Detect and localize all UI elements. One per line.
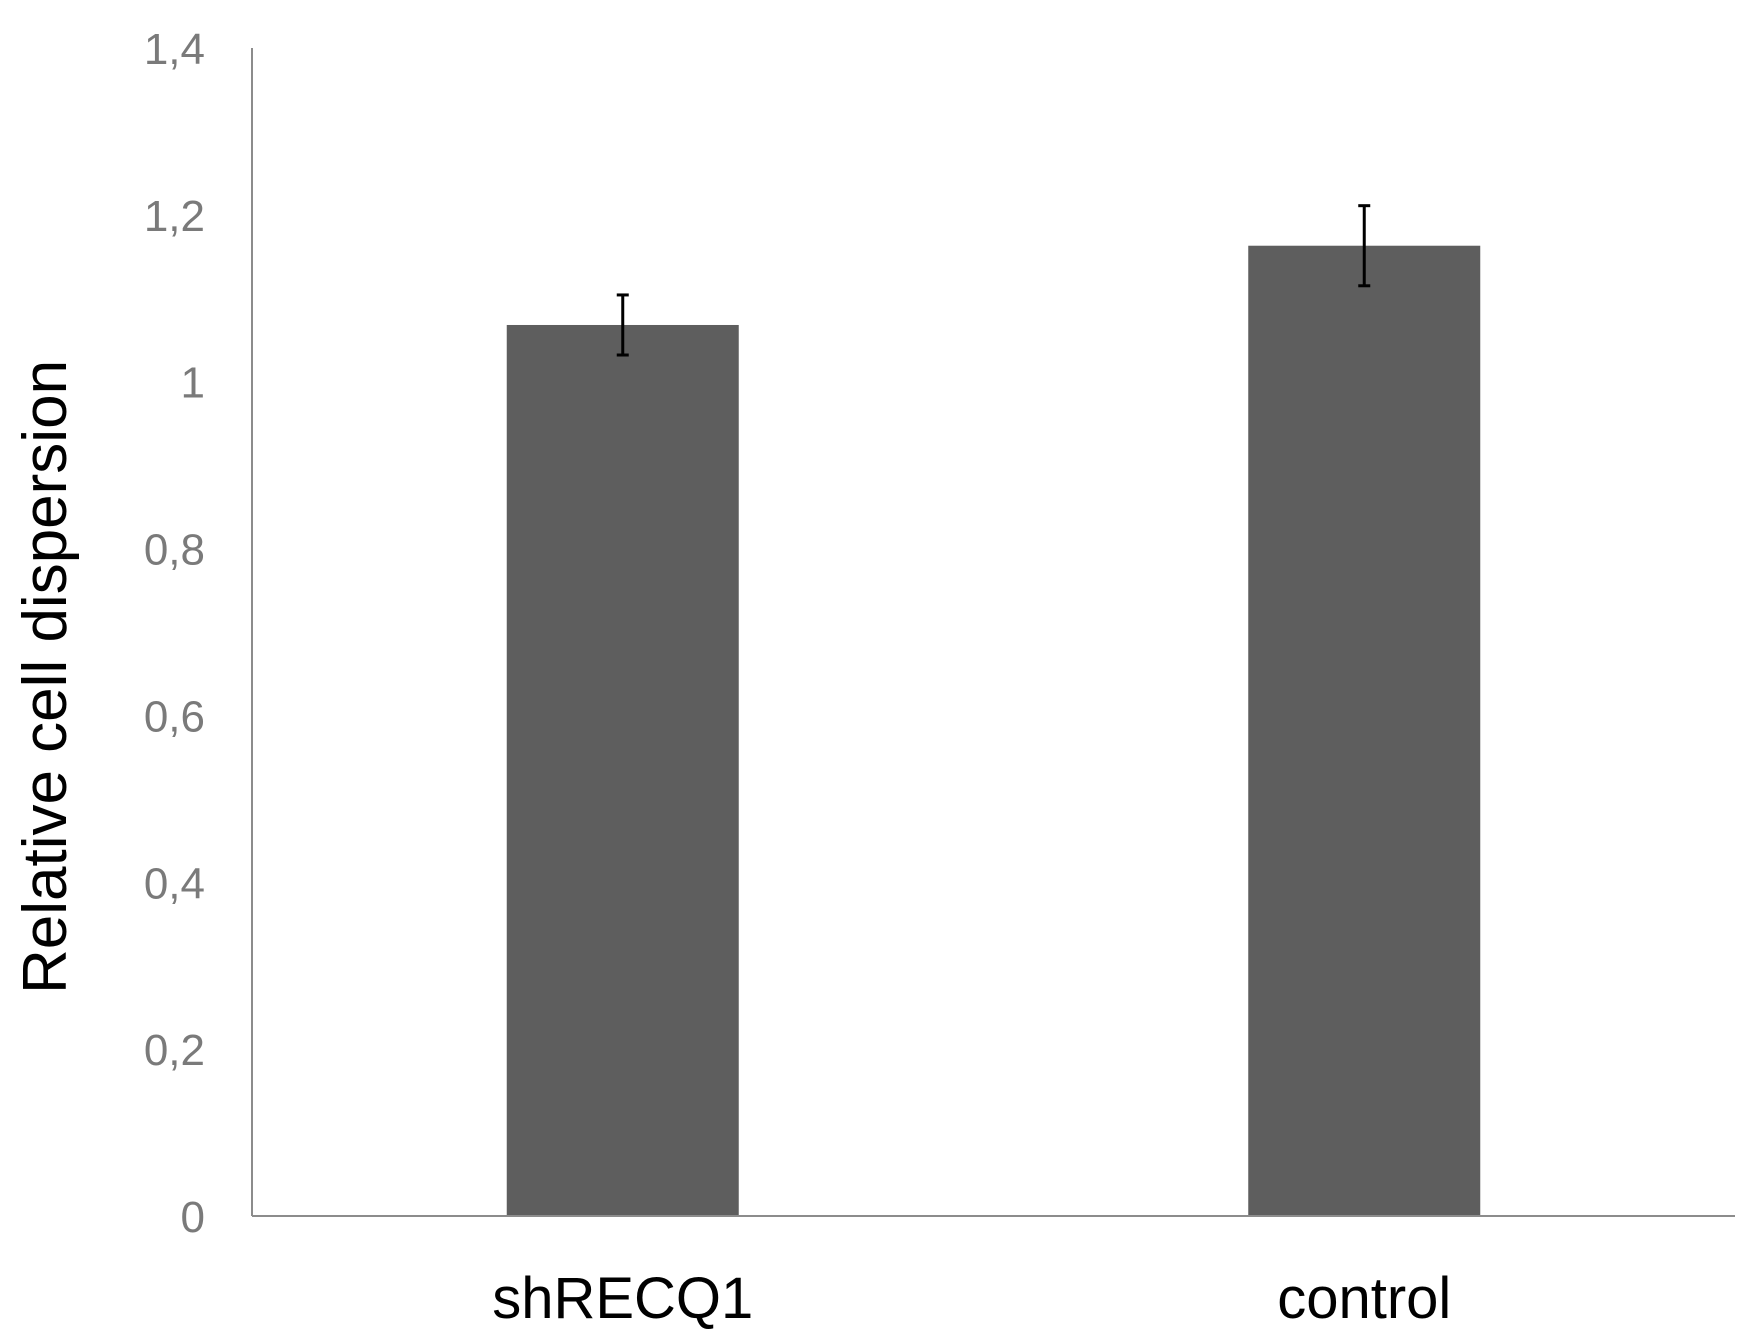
x-axis-labels: shRECQ1 control xyxy=(492,1266,1451,1331)
y-axis-ticks: 0 0,2 0,4 0,6 0,8 1 1,2 1,4 xyxy=(144,25,205,1242)
x-tick-label: shRECQ1 xyxy=(492,1266,753,1331)
bar-shrecq1 xyxy=(506,324,739,1216)
y-tick-label: 0,6 xyxy=(144,692,205,741)
y-tick-label: 1,4 xyxy=(144,25,205,74)
y-tick-label: 0 xyxy=(181,1193,205,1242)
error-bars-group xyxy=(616,204,1371,357)
y-tick-label: 1,2 xyxy=(144,192,205,241)
y-tick-label: 0,4 xyxy=(144,859,205,908)
y-tick-label: 0,2 xyxy=(144,1026,205,1075)
bar-control xyxy=(1248,245,1481,1216)
y-axis-title: Relative cell dispersion xyxy=(11,360,80,994)
y-tick-label: 0,8 xyxy=(144,526,205,575)
bars-group xyxy=(506,245,1481,1216)
x-tick-label: control xyxy=(1277,1266,1451,1331)
y-tick-label: 1 xyxy=(181,359,205,408)
